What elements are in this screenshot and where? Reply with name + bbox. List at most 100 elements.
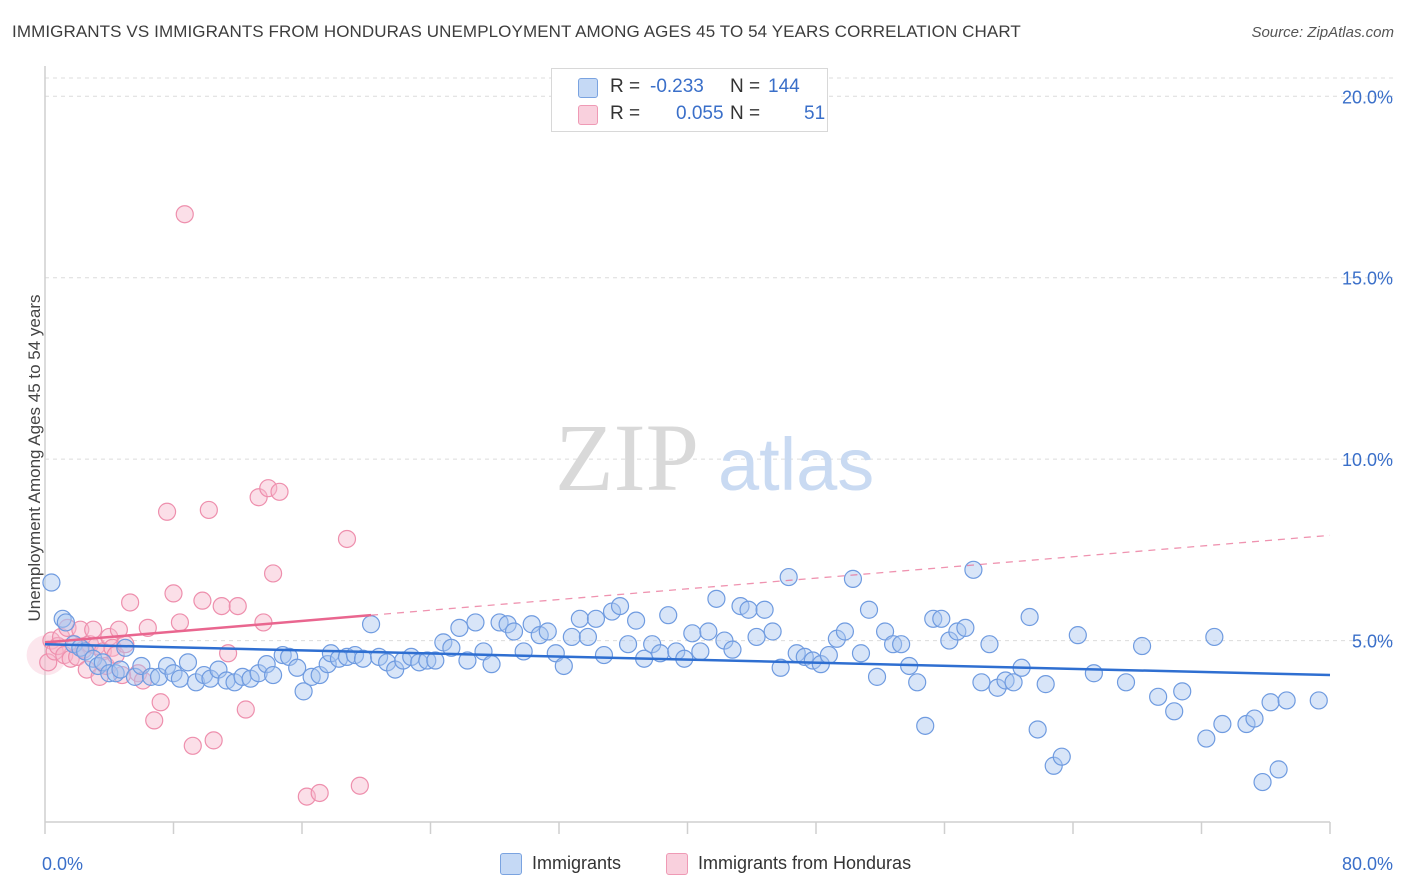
r-value: -0.233 <box>650 76 704 97</box>
immigrants-point <box>100 664 119 683</box>
trend-layer <box>44 534 1331 677</box>
immigrants-point <box>859 600 879 619</box>
y-tick-label: 15.0% <box>1342 269 1393 289</box>
immigrants-point <box>294 682 313 701</box>
immigrants-point <box>763 622 782 641</box>
immigrants-point <box>594 645 614 665</box>
immigrants-point <box>1309 691 1328 710</box>
honduras-point <box>270 482 289 501</box>
immigrants-point <box>1261 693 1280 712</box>
immigrants-point <box>450 618 469 637</box>
r-label: R = <box>610 103 641 124</box>
immigrants-point <box>964 560 983 579</box>
immigrants-point <box>1165 702 1184 721</box>
n-label: N = <box>730 76 761 97</box>
n-value: 144 <box>768 76 800 97</box>
immigrants-point <box>442 638 461 657</box>
y-tick-label: 5.0% <box>1352 632 1393 652</box>
y-tick-label: 20.0% <box>1342 87 1393 107</box>
immigrants-point <box>170 669 190 688</box>
immigrants-point <box>1277 691 1296 710</box>
bottom-legend-honduras: Immigrants from Honduras <box>666 852 966 876</box>
immigrants-point <box>1004 673 1023 692</box>
legend-swatch-blue <box>578 78 598 98</box>
immigrants-point <box>263 665 283 685</box>
immigrants-point <box>843 569 863 588</box>
r-label: R = <box>610 76 641 97</box>
immigrants-point <box>562 627 581 647</box>
immigrants-point <box>288 658 307 677</box>
immigrants-point <box>586 609 606 628</box>
immigrants-point <box>972 673 991 692</box>
immigrants-point <box>426 651 445 670</box>
source-credit: Source: ZipAtlas.com <box>1251 24 1394 41</box>
immigrants-point <box>578 627 598 647</box>
immigrants-point <box>771 658 790 677</box>
immigrants-point <box>1245 709 1264 728</box>
immigrants-point <box>353 649 373 668</box>
honduras-point <box>310 783 329 803</box>
immigrants-point <box>157 656 177 676</box>
immigrants-point <box>1036 675 1055 694</box>
immigrants-point <box>554 656 573 676</box>
axes-layer <box>44 66 1331 834</box>
immigrants-point <box>867 667 887 686</box>
honduras-point <box>236 700 255 719</box>
n-value: 51 <box>804 103 826 124</box>
immigrants-point <box>747 627 766 647</box>
immigrants-point <box>458 651 477 670</box>
honduras-trend-line <box>44 613 372 644</box>
immigrants-point <box>723 640 742 659</box>
chart-title: IMMIGRANTS VS IMMIGRANTS FROM HONDURAS U… <box>12 22 1021 41</box>
immigrants-point <box>178 653 198 672</box>
immigrants-point <box>691 642 710 661</box>
immigrants-point <box>1132 636 1152 656</box>
honduras-point <box>151 693 170 712</box>
honduras-point <box>263 564 283 583</box>
honduras-point <box>145 711 164 730</box>
watermark: ZIP atlas <box>555 404 874 511</box>
immigrants-point <box>892 635 911 654</box>
immigrants-point <box>361 615 381 634</box>
immigrants-point <box>498 615 517 634</box>
honduras-point <box>170 613 190 632</box>
immigrants-point <box>659 606 678 625</box>
immigrants-point <box>1197 729 1216 748</box>
immigrants-point <box>570 609 589 628</box>
y-axis-label: Unemployment Among Ages 45 to 54 years <box>25 295 44 622</box>
immigrants-point <box>538 622 557 641</box>
honduras-point <box>249 488 268 507</box>
immigrants-point <box>1269 760 1288 779</box>
immigrants-point <box>980 635 999 654</box>
honduras-point <box>204 731 223 750</box>
blue-points-layer <box>42 560 1328 792</box>
pink-points-layer <box>26 205 369 806</box>
bottom-legend-label: Immigrants <box>532 853 622 873</box>
honduras-point <box>337 529 357 549</box>
immigrants-point <box>618 635 638 654</box>
immigrants-point <box>466 613 485 632</box>
immigrants-point <box>1213 714 1232 734</box>
immigrants-point <box>125 667 145 686</box>
r-value: 0.055 <box>676 103 724 124</box>
watermark-atlas: atlas <box>718 423 874 506</box>
immigrants-point <box>755 600 774 619</box>
y-tick-label: 10.0% <box>1342 450 1393 470</box>
immigrants-point <box>626 611 646 630</box>
bottom-legend-swatch-pink <box>666 853 688 875</box>
immigrants-point <box>1205 627 1224 647</box>
immigrants-point <box>932 609 951 628</box>
honduras-point <box>39 653 58 672</box>
immigrants-point <box>318 655 337 674</box>
honduras-point <box>193 591 212 610</box>
legend-swatch-pink <box>578 105 598 125</box>
honduras-point <box>175 205 194 224</box>
immigrants-point <box>1173 682 1192 701</box>
bottom-legend-immigrants: Immigrants <box>500 852 650 876</box>
immigrants-point <box>651 644 670 663</box>
x-tick-label: 0.0% <box>42 854 83 874</box>
immigrants-point <box>514 642 533 661</box>
honduras-point <box>164 584 183 603</box>
immigrants-point <box>42 573 61 592</box>
